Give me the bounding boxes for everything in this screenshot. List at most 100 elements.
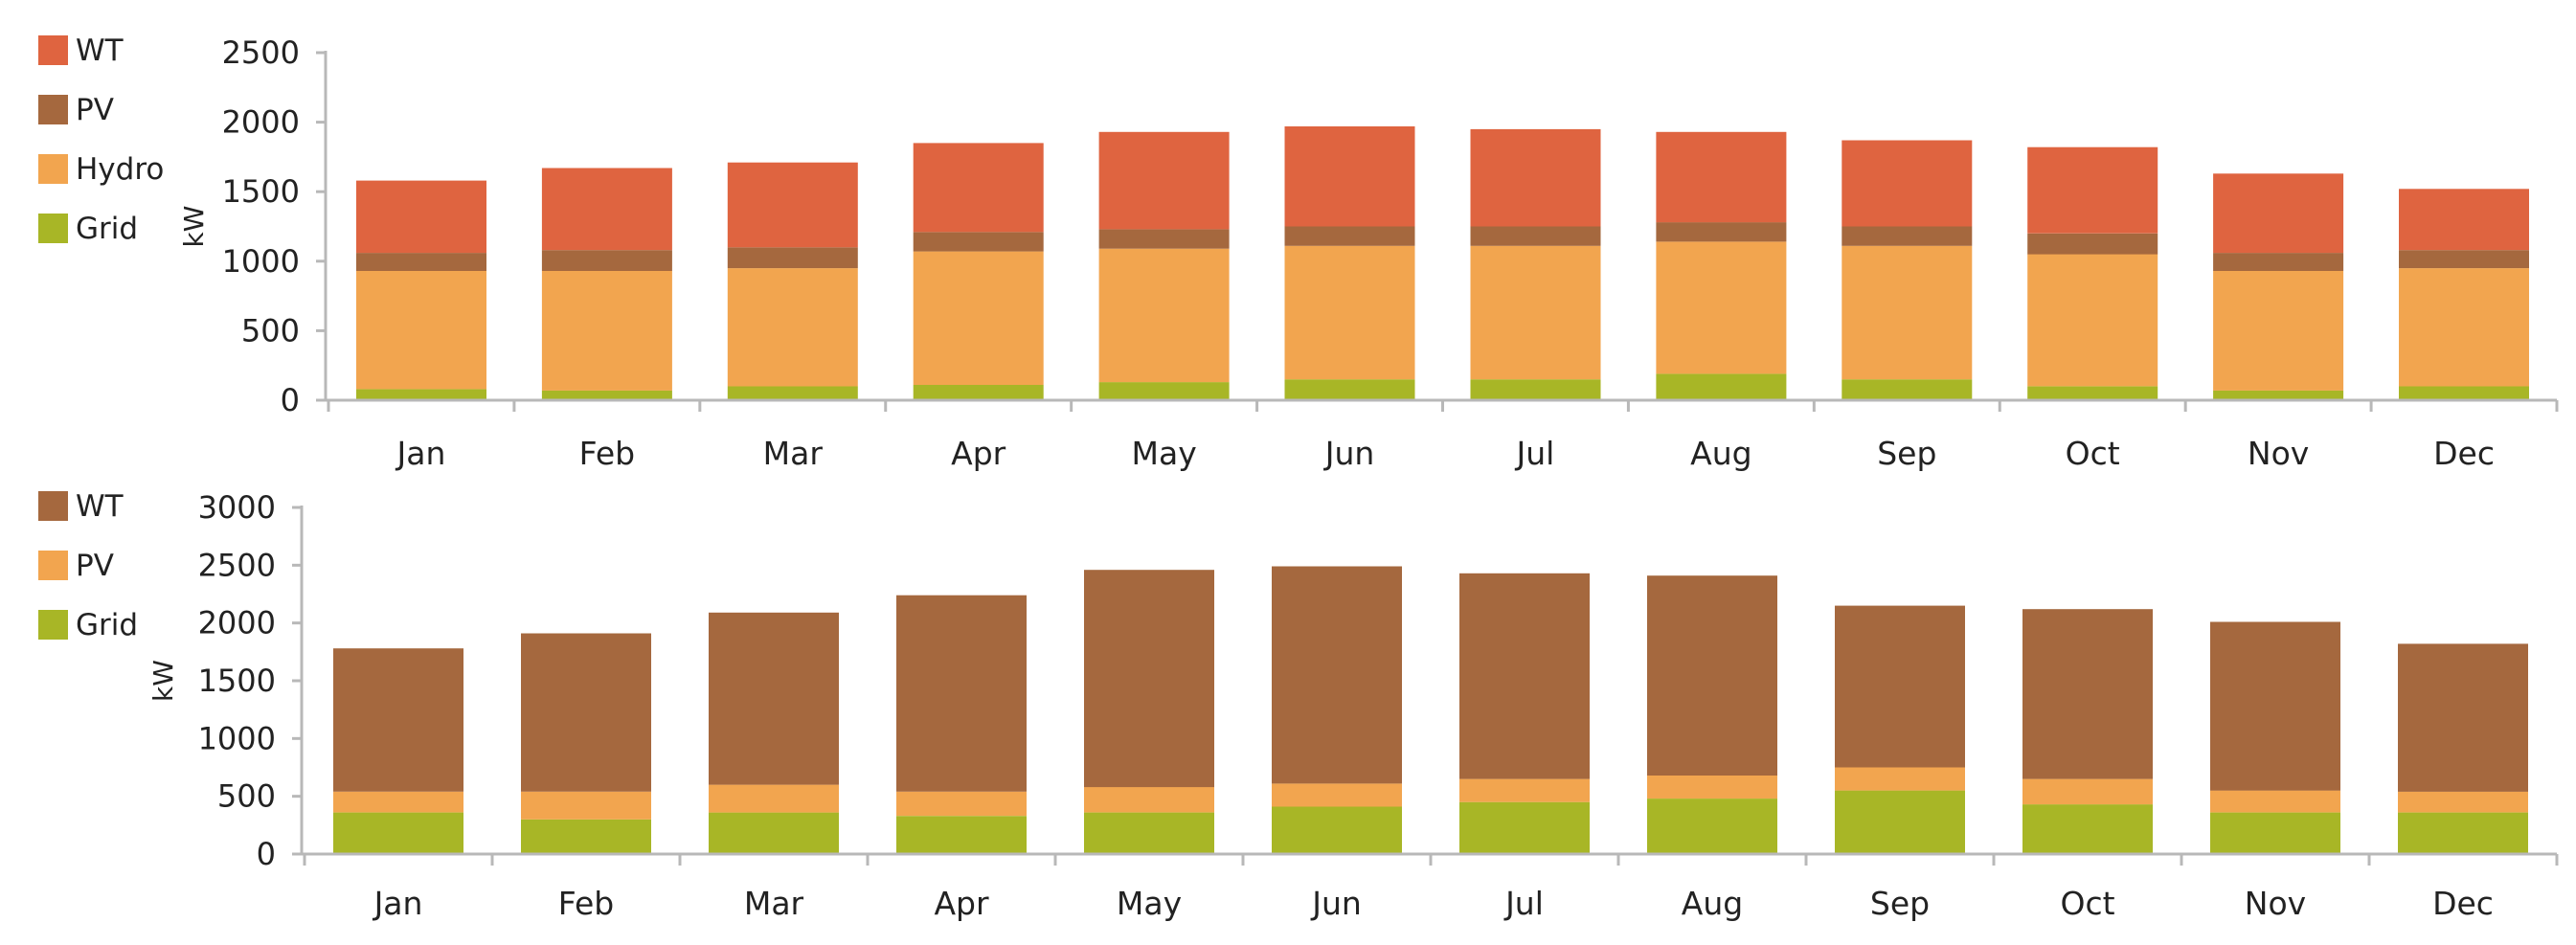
bar-segment-pv-jul	[1459, 778, 1590, 802]
y-tick-label: 0	[257, 836, 276, 872]
bar-segment-grid-jul	[1459, 801, 1590, 854]
bar-segment-wt-mar	[727, 162, 858, 248]
x-tick-label-aug: Aug	[1690, 435, 1751, 472]
bar-segment-hydro-oct	[2027, 254, 2158, 387]
bar-segment-pv-jan	[356, 253, 486, 271]
bar-segment-wt-may	[1084, 570, 1214, 788]
y-axis-title: kW	[178, 206, 210, 248]
bar-segment-pv-dec	[2398, 791, 2528, 813]
bar-segment-wt-sep	[1842, 140, 1973, 227]
x-tick-label-dec: Dec	[2433, 435, 2495, 472]
y-tick-label: 1000	[222, 243, 300, 280]
x-tick-label-feb: Feb	[558, 885, 614, 922]
x-tick-label-dec: Dec	[2432, 885, 2494, 922]
bar-segment-grid-jan	[333, 812, 463, 854]
x-tick-label-jan: Jan	[395, 435, 446, 472]
bar-segment-hydro-mar	[727, 268, 858, 387]
bar-segment-pv-jan	[333, 791, 463, 813]
y-tick-label: 1500	[198, 663, 276, 699]
bar-segment-wt-aug	[1647, 575, 1777, 776]
x-tick-label-may: May	[1117, 885, 1182, 922]
legend-label-grid: Grid	[76, 608, 138, 642]
y-tick-label: 2000	[222, 104, 300, 141]
x-tick-label-nov: Nov	[2245, 885, 2306, 922]
bar-segment-grid-feb	[521, 819, 651, 854]
bar-segment-grid-aug	[1656, 373, 1787, 400]
x-tick-label-mar: Mar	[744, 885, 804, 922]
legend: WT PV Hydro Grid	[38, 34, 164, 246]
legend-label-pv: PV	[76, 549, 114, 583]
chart-2: 0 500 1000 1500 2000 2500 3000 Jan Feb Mar Apr May J…	[38, 489, 2559, 922]
bar-segment-wt-feb	[541, 168, 672, 251]
bar-segment-pv-aug	[1656, 222, 1787, 242]
legend-swatch-grid	[38, 214, 68, 243]
bar-segment-pv-feb	[541, 250, 672, 271]
bar-segment-pv-jun	[1272, 783, 1402, 807]
y-tick-label: 2500	[198, 547, 276, 583]
bar-segment-hydro-jun	[1284, 245, 1415, 380]
bar-segment-wt-oct	[2022, 609, 2153, 779]
bar-segment-wt-dec	[2399, 189, 2529, 251]
x-tick-label-mar: Mar	[763, 435, 824, 472]
bar-segment-wt-jan	[333, 648, 463, 792]
bar-segment-grid-may	[1098, 382, 1230, 400]
bar-segment-grid-sep	[1835, 790, 1965, 854]
bar-segment-grid-oct	[2027, 386, 2158, 400]
bar-segment-grid-may	[1084, 812, 1214, 854]
bar-segment-hydro-may	[1098, 248, 1230, 383]
y-axis-title: kW	[147, 660, 179, 702]
bar-segment-pv-nov	[2213, 253, 2344, 271]
bar-segment-wt-sep	[1835, 605, 1965, 768]
y-tick-label: 1000	[198, 720, 276, 756]
bar-segment-wt-may	[1098, 131, 1230, 230]
bar-segment-hydro-feb	[541, 271, 672, 391]
x-tick-label-may: May	[1132, 435, 1197, 472]
bar-segment-pv-mar	[727, 247, 858, 269]
bar-segment-wt-aug	[1656, 131, 1787, 223]
bar-segment-grid-jun	[1272, 806, 1402, 854]
bar-segment-pv-apr	[896, 791, 1027, 817]
bar-segment-wt-apr	[913, 143, 1044, 233]
chart-1: 0 500 1000 1500 2000 2500 Jan Feb Mar Apr May Jun Ju…	[38, 34, 2559, 472]
bar-segment-pv-apr	[913, 232, 1044, 252]
legend-swatch-pv	[38, 551, 68, 580]
x-tick-label-nov: Nov	[2248, 435, 2309, 472]
legend-label-wt: WT	[76, 489, 124, 524]
bar-segment-grid-apr	[913, 385, 1044, 400]
bar-segment-hydro-sep	[1842, 245, 1973, 380]
y-tick-label: 2000	[198, 605, 276, 641]
x-tick-label-jul: Jul	[1503, 885, 1544, 922]
y-tick-label: 1500	[222, 173, 300, 210]
bar-segment-pv-oct	[2027, 233, 2158, 255]
x-tick-label-jun: Jun	[1323, 435, 1375, 472]
legend-label-pv: PV	[76, 93, 114, 127]
bar-segment-pv-nov	[2210, 790, 2340, 813]
bar-segment-hydro-nov	[2213, 271, 2344, 391]
bar-segment-hydro-aug	[1656, 241, 1787, 374]
legend-label-grid: Grid	[76, 212, 138, 246]
x-tick-label-apr: Apr	[934, 885, 989, 922]
bar-segment-grid-mar	[727, 386, 858, 400]
bar-segment-pv-jun	[1284, 226, 1415, 246]
bar-segment-grid-sep	[1842, 379, 1973, 400]
y-tick-label: 2500	[222, 34, 300, 71]
bar-segment-wt-jul	[1459, 573, 1590, 779]
legend-swatch-grid	[38, 610, 68, 640]
bar-segment-pv-jul	[1470, 226, 1601, 246]
x-tick-label-oct: Oct	[2060, 885, 2114, 922]
x-tick-label-jun: Jun	[1310, 885, 1362, 922]
x-tick-label-aug: Aug	[1682, 885, 1743, 922]
y-tick-label: 500	[217, 778, 276, 815]
bar-segment-wt-apr	[896, 595, 1027, 792]
bar-segment-grid-apr	[896, 816, 1027, 854]
bar-segment-pv-sep	[1835, 767, 1965, 791]
bar-segment-grid-dec	[2399, 386, 2529, 400]
bar-segment-grid-feb	[541, 390, 672, 400]
legend-swatch-hydro	[38, 154, 68, 184]
legend-label-wt: WT	[76, 34, 124, 68]
x-tick-label-apr: Apr	[951, 435, 1006, 472]
bar-segment-pv-dec	[2399, 250, 2529, 269]
bar-segment-hydro-apr	[913, 251, 1044, 385]
y-tick-label: 500	[241, 312, 300, 349]
